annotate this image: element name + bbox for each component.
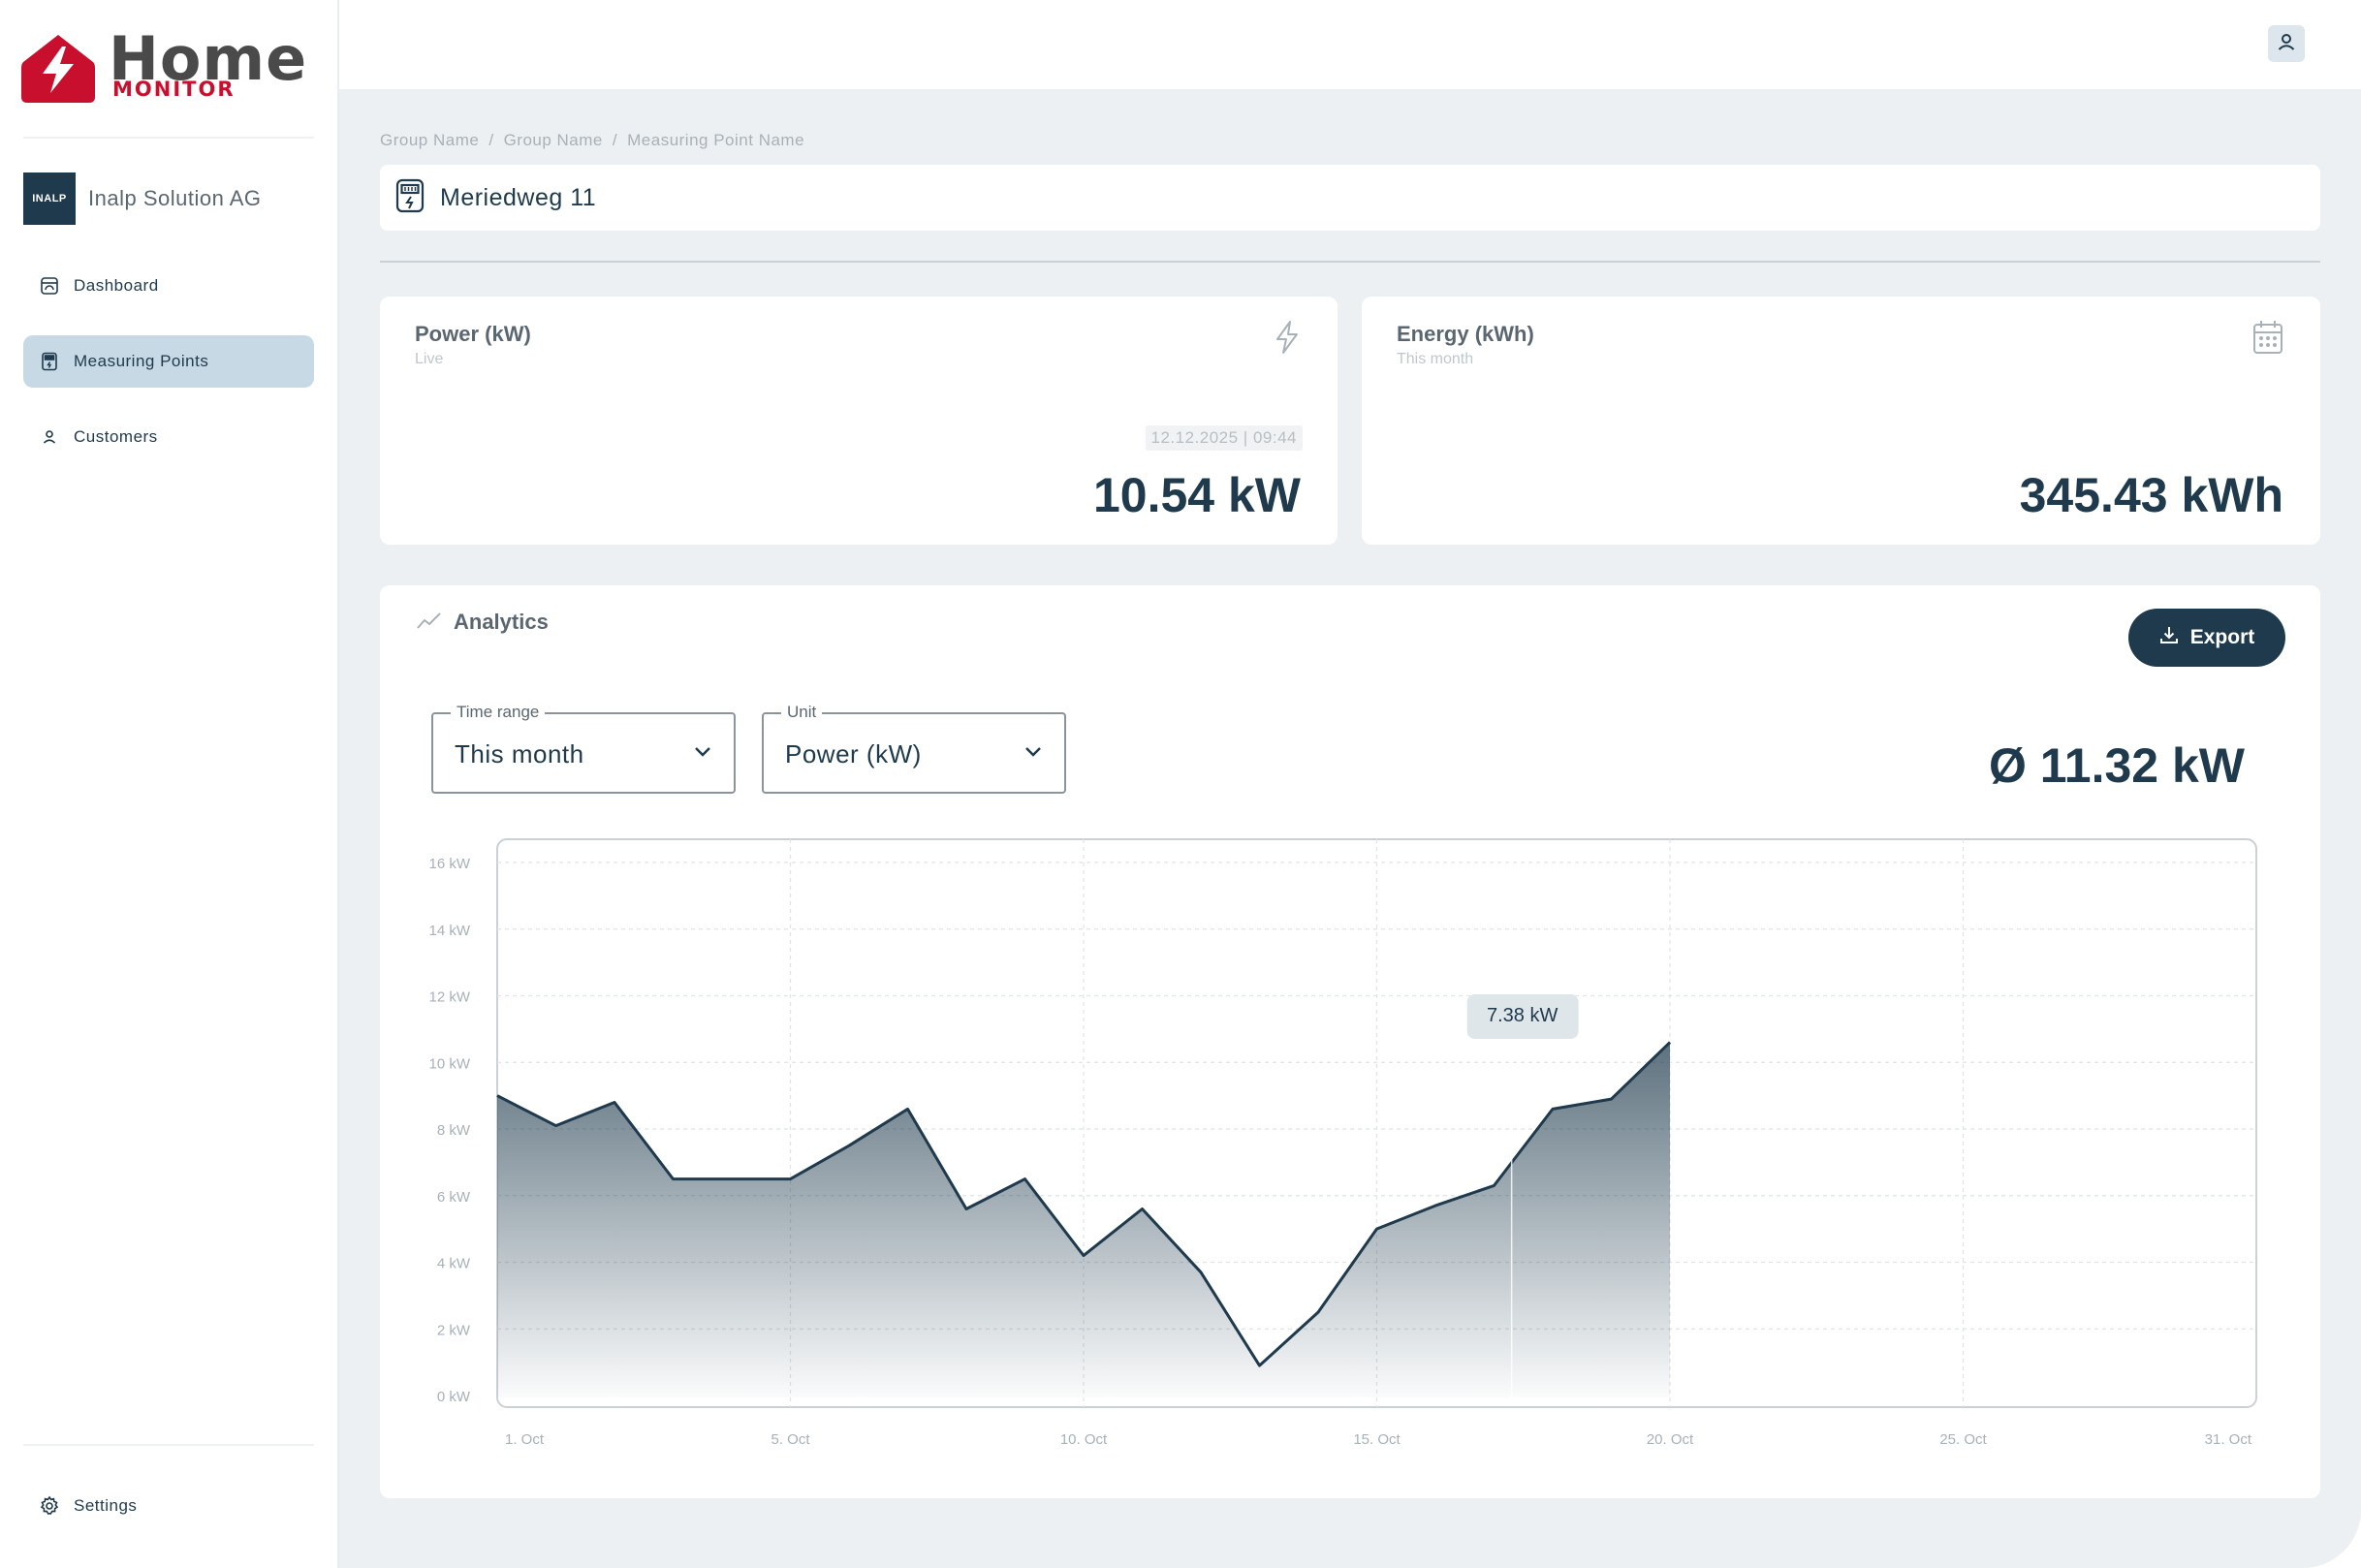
select-label: Time range (451, 703, 546, 722)
chevron-down-icon (1023, 745, 1043, 764)
person-icon (39, 426, 60, 448)
timestamp-badge: 12.12.2025 | 09:44 (1145, 425, 1303, 451)
select-label: Unit (781, 703, 823, 722)
analytics-header: Analytics (417, 610, 549, 635)
breadcrumb-item[interactable]: Group Name (503, 131, 603, 149)
sidebar-item-label: Customers (74, 427, 158, 446)
tooltip-label: 7.38 kW (1487, 1005, 1558, 1026)
series-area (497, 1042, 1670, 1397)
calendar-icon (2252, 320, 2283, 360)
x-tick-label: 10. Oct (1060, 1431, 1108, 1448)
x-tick-label: 20. Oct (1647, 1431, 1694, 1448)
app-logo[interactable]: Home MONITOR (21, 29, 312, 110)
sidebar: Home MONITOR INALP Inalp Solution AG Das… (0, 0, 339, 1568)
gear-icon (39, 1495, 60, 1517)
y-tick-label: 2 kW (437, 1322, 471, 1338)
unit-select[interactable]: Unit Power (kW) (762, 703, 1066, 794)
y-tick-label: 10 kW (428, 1055, 470, 1072)
breadcrumb: Group Name / Group Name / Measuring Point Na… (380, 131, 805, 149)
logo-house-icon (21, 35, 95, 103)
card-title: Energy (kWh) (1397, 322, 1534, 346)
card-subtitle: This month (1397, 351, 1474, 367)
average-value: Ø 11.32 kW (1988, 738, 2245, 793)
card-subtitle: Live (415, 351, 444, 367)
logo-subword: MONITOR (112, 78, 236, 101)
power-card: Power (kW) Live 12.12.2025 | 09:44 10.54… (380, 297, 1338, 545)
y-tick-label: 16 kW (428, 856, 470, 872)
meter-icon (395, 178, 425, 218)
sidebar-item-customers[interactable]: Customers (23, 411, 314, 463)
x-tick-label: 15. Oct (1353, 1431, 1401, 1448)
export-button[interactable]: Export (2128, 609, 2285, 667)
divider (380, 261, 2320, 263)
company-switcher[interactable]: INALP Inalp Solution AG (23, 172, 262, 225)
select-value: This month (455, 739, 584, 768)
power-value: 10.54 kW (1092, 468, 1301, 522)
page-title: Meriedweg 11 (440, 183, 597, 211)
sidebar-item-label: Measuring Points (74, 352, 209, 370)
user-menu-button[interactable] (2268, 25, 2305, 62)
card-title: Power (kW) (415, 322, 531, 346)
time-range-select[interactable]: Time range This month (431, 703, 736, 794)
y-tick-label: 8 kW (437, 1122, 471, 1139)
y-tick-label: 0 kW (437, 1389, 471, 1405)
dashboard-icon (39, 275, 60, 297)
energy-value: 345.43 kWh (2019, 468, 2283, 522)
breadcrumb-item[interactable]: Measuring Point Name (627, 131, 805, 149)
lightning-icon (1274, 320, 1301, 360)
power-chart: 0 kW 2 kW 4 kW 6 kW 8 kW 10 kW 12 kW 14 kW 16 kW… (428, 838, 2257, 1448)
company-name: Inalp Solution AG (88, 186, 262, 210)
y-tick-label: 4 kW (437, 1256, 471, 1272)
company-logo: INALP (23, 172, 76, 225)
y-tick-label: 14 kW (428, 923, 470, 939)
energy-card: Energy (kWh) This month 345.43 kWh (1362, 297, 2320, 545)
logo-word: Home (109, 23, 308, 94)
x-tick-label: 31. Oct (2205, 1431, 2252, 1448)
analytics-card: Analytics Export Time range This month U… (380, 585, 2320, 1498)
download-icon (2159, 625, 2179, 650)
tooltip-box (1466, 994, 1579, 1039)
trend-icon (417, 611, 442, 635)
breadcrumb-item[interactable]: Group Name (380, 131, 480, 149)
y-tick-label: 12 kW (428, 989, 470, 1006)
sidebar-item-settings[interactable]: Settings (23, 1480, 314, 1532)
user-icon (2276, 31, 2297, 57)
export-label: Export (2189, 626, 2255, 648)
divider (23, 1444, 314, 1446)
sidebar-item-label: Settings (74, 1496, 138, 1515)
top-bar (339, 0, 2361, 89)
analytics-title: Analytics (454, 610, 549, 634)
sidebar-item-label: Dashboard (74, 276, 159, 295)
chevron-down-icon (693, 745, 712, 764)
y-tick-label: 6 kW (437, 1189, 471, 1206)
x-tick-label: 5. Oct (771, 1431, 810, 1448)
sidebar-item-measuring-points[interactable]: Measuring Points (23, 335, 314, 388)
x-tick-label: 1. Oct (505, 1431, 545, 1448)
page-title-bar: Meriedweg 11 (380, 165, 2320, 231)
sidebar-item-dashboard[interactable]: Dashboard (23, 260, 314, 312)
divider (23, 137, 314, 139)
meter-icon (39, 351, 60, 372)
select-value: Power (kW) (785, 739, 922, 768)
x-tick-label: 25. Oct (1939, 1431, 1987, 1448)
